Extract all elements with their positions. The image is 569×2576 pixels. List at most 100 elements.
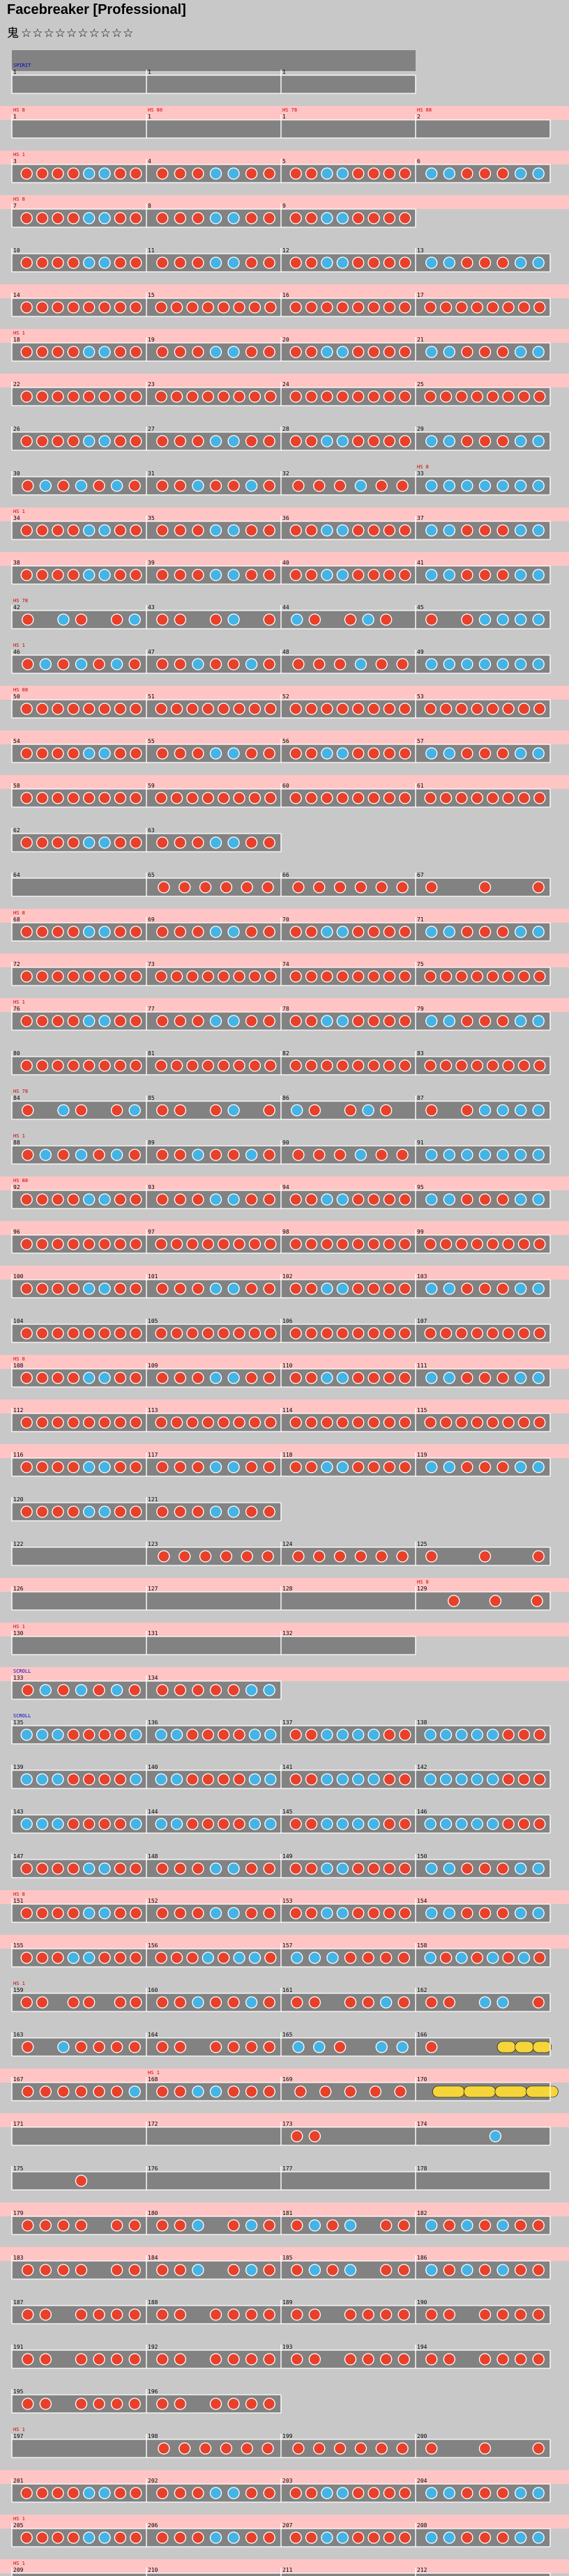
ka-note	[425, 256, 438, 269]
don-note	[67, 569, 79, 581]
don-note	[67, 1728, 79, 1741]
don-note	[67, 1416, 79, 1429]
gogo-band	[0, 2381, 569, 2395]
measure-number: 189	[282, 2299, 293, 2306]
ka-note	[52, 1773, 64, 1786]
don-note	[22, 2353, 34, 2366]
don-note	[67, 1238, 79, 1250]
measure-number: 1	[282, 69, 286, 75]
ka-note	[336, 256, 349, 269]
don-note	[39, 2085, 52, 2098]
don-note	[248, 1327, 261, 1340]
ka-note	[443, 1193, 456, 1206]
don-note	[174, 1907, 187, 1919]
don-note	[114, 926, 127, 938]
don-note	[305, 1372, 318, 1384]
don-note	[487, 703, 499, 715]
don-note	[471, 1238, 483, 1250]
measure-number: 49	[417, 649, 424, 655]
don-note	[263, 1862, 275, 1875]
ka-note	[98, 1282, 111, 1295]
don-note	[439, 703, 453, 715]
don-note	[321, 1059, 333, 1072]
don-note	[305, 2487, 318, 2499]
ka-note	[321, 1862, 333, 1875]
ka-note	[326, 1952, 339, 1964]
don-note	[209, 2308, 222, 2321]
don-note	[130, 1193, 142, 1206]
measure-number: 146	[417, 1809, 427, 1815]
measure-number: 21	[417, 337, 424, 343]
don-note	[308, 2130, 321, 2142]
don-note	[352, 1862, 365, 1875]
measure-number: 75	[417, 961, 424, 967]
ka-note	[336, 2487, 349, 2499]
measure-number: 76	[13, 1006, 20, 1012]
don-note	[114, 970, 127, 983]
don-note	[22, 2308, 34, 2321]
don-note	[461, 613, 473, 626]
don-note	[130, 747, 142, 760]
don-note	[291, 2219, 303, 2232]
measure-number: 79	[417, 1006, 424, 1012]
don-note	[383, 1907, 396, 1919]
measure-number: 72	[13, 961, 20, 967]
don-note	[399, 1327, 411, 1340]
ka-note	[227, 1372, 240, 1384]
ka-note	[443, 480, 456, 492]
don-note	[352, 167, 365, 180]
don-note	[383, 1238, 396, 1250]
tempo-annotation: HS 1	[13, 509, 25, 514]
don-note	[352, 970, 365, 983]
ka-note	[425, 1862, 438, 1875]
don-note	[233, 301, 245, 314]
measure-number: 28	[282, 426, 289, 432]
don-note	[399, 747, 411, 760]
ka-note	[227, 346, 240, 358]
don-note	[517, 970, 531, 983]
don-note	[20, 1952, 33, 1964]
don-note	[22, 2219, 34, 2232]
ka-note	[367, 1773, 380, 1786]
don-note	[289, 2531, 302, 2544]
don-note	[227, 2041, 240, 2053]
don-note	[202, 1728, 214, 1741]
don-note	[333, 2041, 347, 2053]
don-note	[155, 390, 167, 403]
ka-note	[375, 2041, 388, 2053]
don-note	[233, 1773, 245, 1786]
don-note	[517, 390, 531, 403]
measure-number: 129	[417, 1586, 427, 1592]
don-note	[383, 1015, 396, 1027]
don-note	[156, 212, 169, 224]
note-lane	[12, 1636, 416, 1655]
don-note	[496, 2531, 509, 2544]
ka-note	[532, 2487, 545, 2499]
ka-note	[496, 1149, 509, 1161]
don-note	[478, 2219, 492, 2232]
don-note	[218, 792, 230, 804]
don-note	[289, 970, 302, 983]
don-note	[399, 792, 411, 804]
don-note	[114, 1728, 127, 1741]
ka-note	[532, 1193, 545, 1206]
don-note	[263, 2398, 275, 2410]
don-note	[36, 569, 49, 581]
don-note	[305, 1193, 318, 1206]
measure-number: 175	[13, 2165, 24, 2172]
don-note	[379, 613, 393, 626]
measure-number: 17	[417, 292, 424, 298]
ka-note	[313, 2041, 326, 2053]
don-note	[496, 1015, 509, 1027]
don-note	[67, 1193, 79, 1206]
ka-note	[227, 2487, 240, 2499]
don-note	[514, 2219, 527, 2232]
don-note	[130, 569, 142, 581]
ka-note	[532, 1907, 545, 1919]
don-note	[289, 167, 302, 180]
ka-note	[98, 435, 111, 447]
ka-note	[517, 1952, 531, 1964]
ka-note	[98, 212, 111, 224]
